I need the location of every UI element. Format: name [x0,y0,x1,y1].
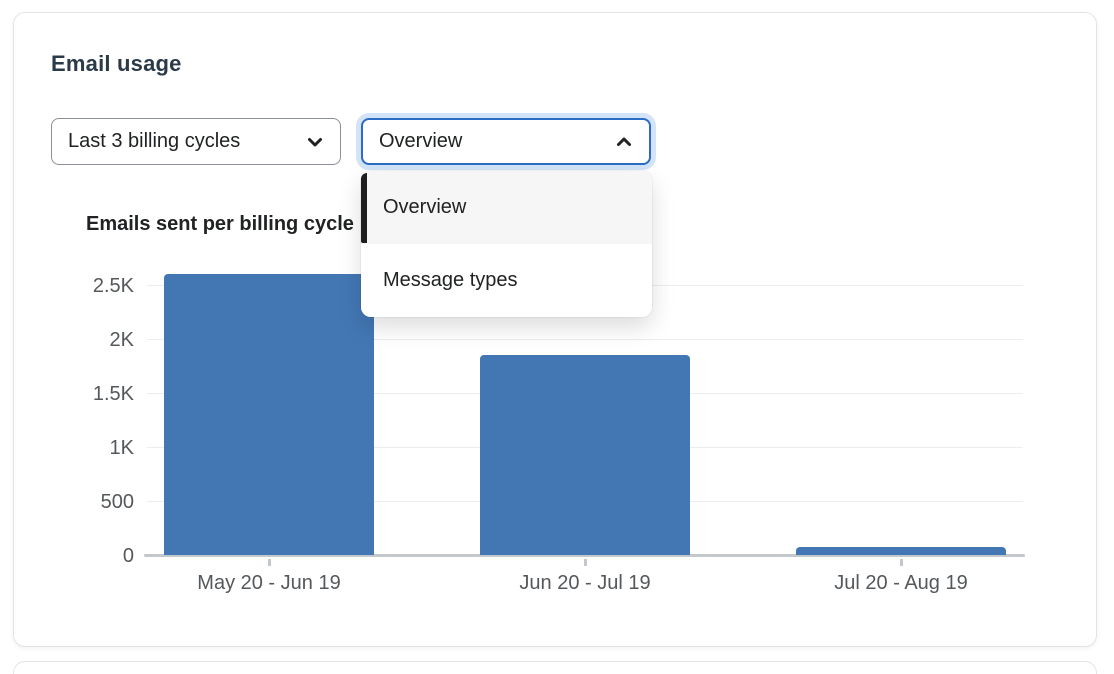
billing-cycles-select[interactable]: Last 3 billing cycles [51,118,341,165]
y-axis-label: 0 [122,545,134,567]
option-overview[interactable]: Overview [361,171,652,244]
view-select-value: Overview [379,130,463,152]
email-usage-card: Email usage Last 3 billing cycles Overvi… [13,12,1097,647]
x-axis-line [144,554,1025,557]
y-axis-label: 2K [109,329,134,351]
x-axis-tick [268,559,271,566]
next-card-top-edge [13,661,1097,674]
y-axis-label: 2.5K [92,275,134,297]
billing-cycles-select-value: Last 3 billing cycles [68,130,241,152]
bar-chart-plot: May 20 - Jun 19 Jun 20 - Jul 19 Jul 20 - A… [144,274,1025,594]
chevron-up-icon [613,131,635,153]
page-title: Email usage [51,51,182,76]
chart-title: Emails sent per billing cycle [86,213,354,235]
y-axis-label: 1.5K [92,383,134,405]
chart-bar[interactable] [796,546,1006,555]
chart-bar[interactable] [480,355,690,555]
x-axis-label: Jul 20 - Aug 19 [834,572,968,594]
gridline [147,338,1023,340]
view-options-popover: Overview Message types [361,171,652,317]
option-label: Overview [383,196,467,218]
selected-option-indicator [361,173,367,243]
y-axis-label: 500 [100,491,134,513]
x-axis-tick [900,559,903,566]
x-axis-label: May 20 - Jun 19 [197,572,341,594]
y-axis-label: 1K [109,437,134,459]
option-label: Message types [383,269,518,291]
chart-bar[interactable] [164,274,374,555]
option-message-types[interactable]: Message types [361,244,652,317]
chevron-down-icon [304,131,326,153]
view-select[interactable]: Overview [361,118,651,165]
x-axis-tick [584,559,587,566]
y-axis-labels: 0 500 1K 1.5K 2K 2.5K [44,275,134,567]
x-axis-label: Jun 20 - Jul 19 [519,572,651,594]
